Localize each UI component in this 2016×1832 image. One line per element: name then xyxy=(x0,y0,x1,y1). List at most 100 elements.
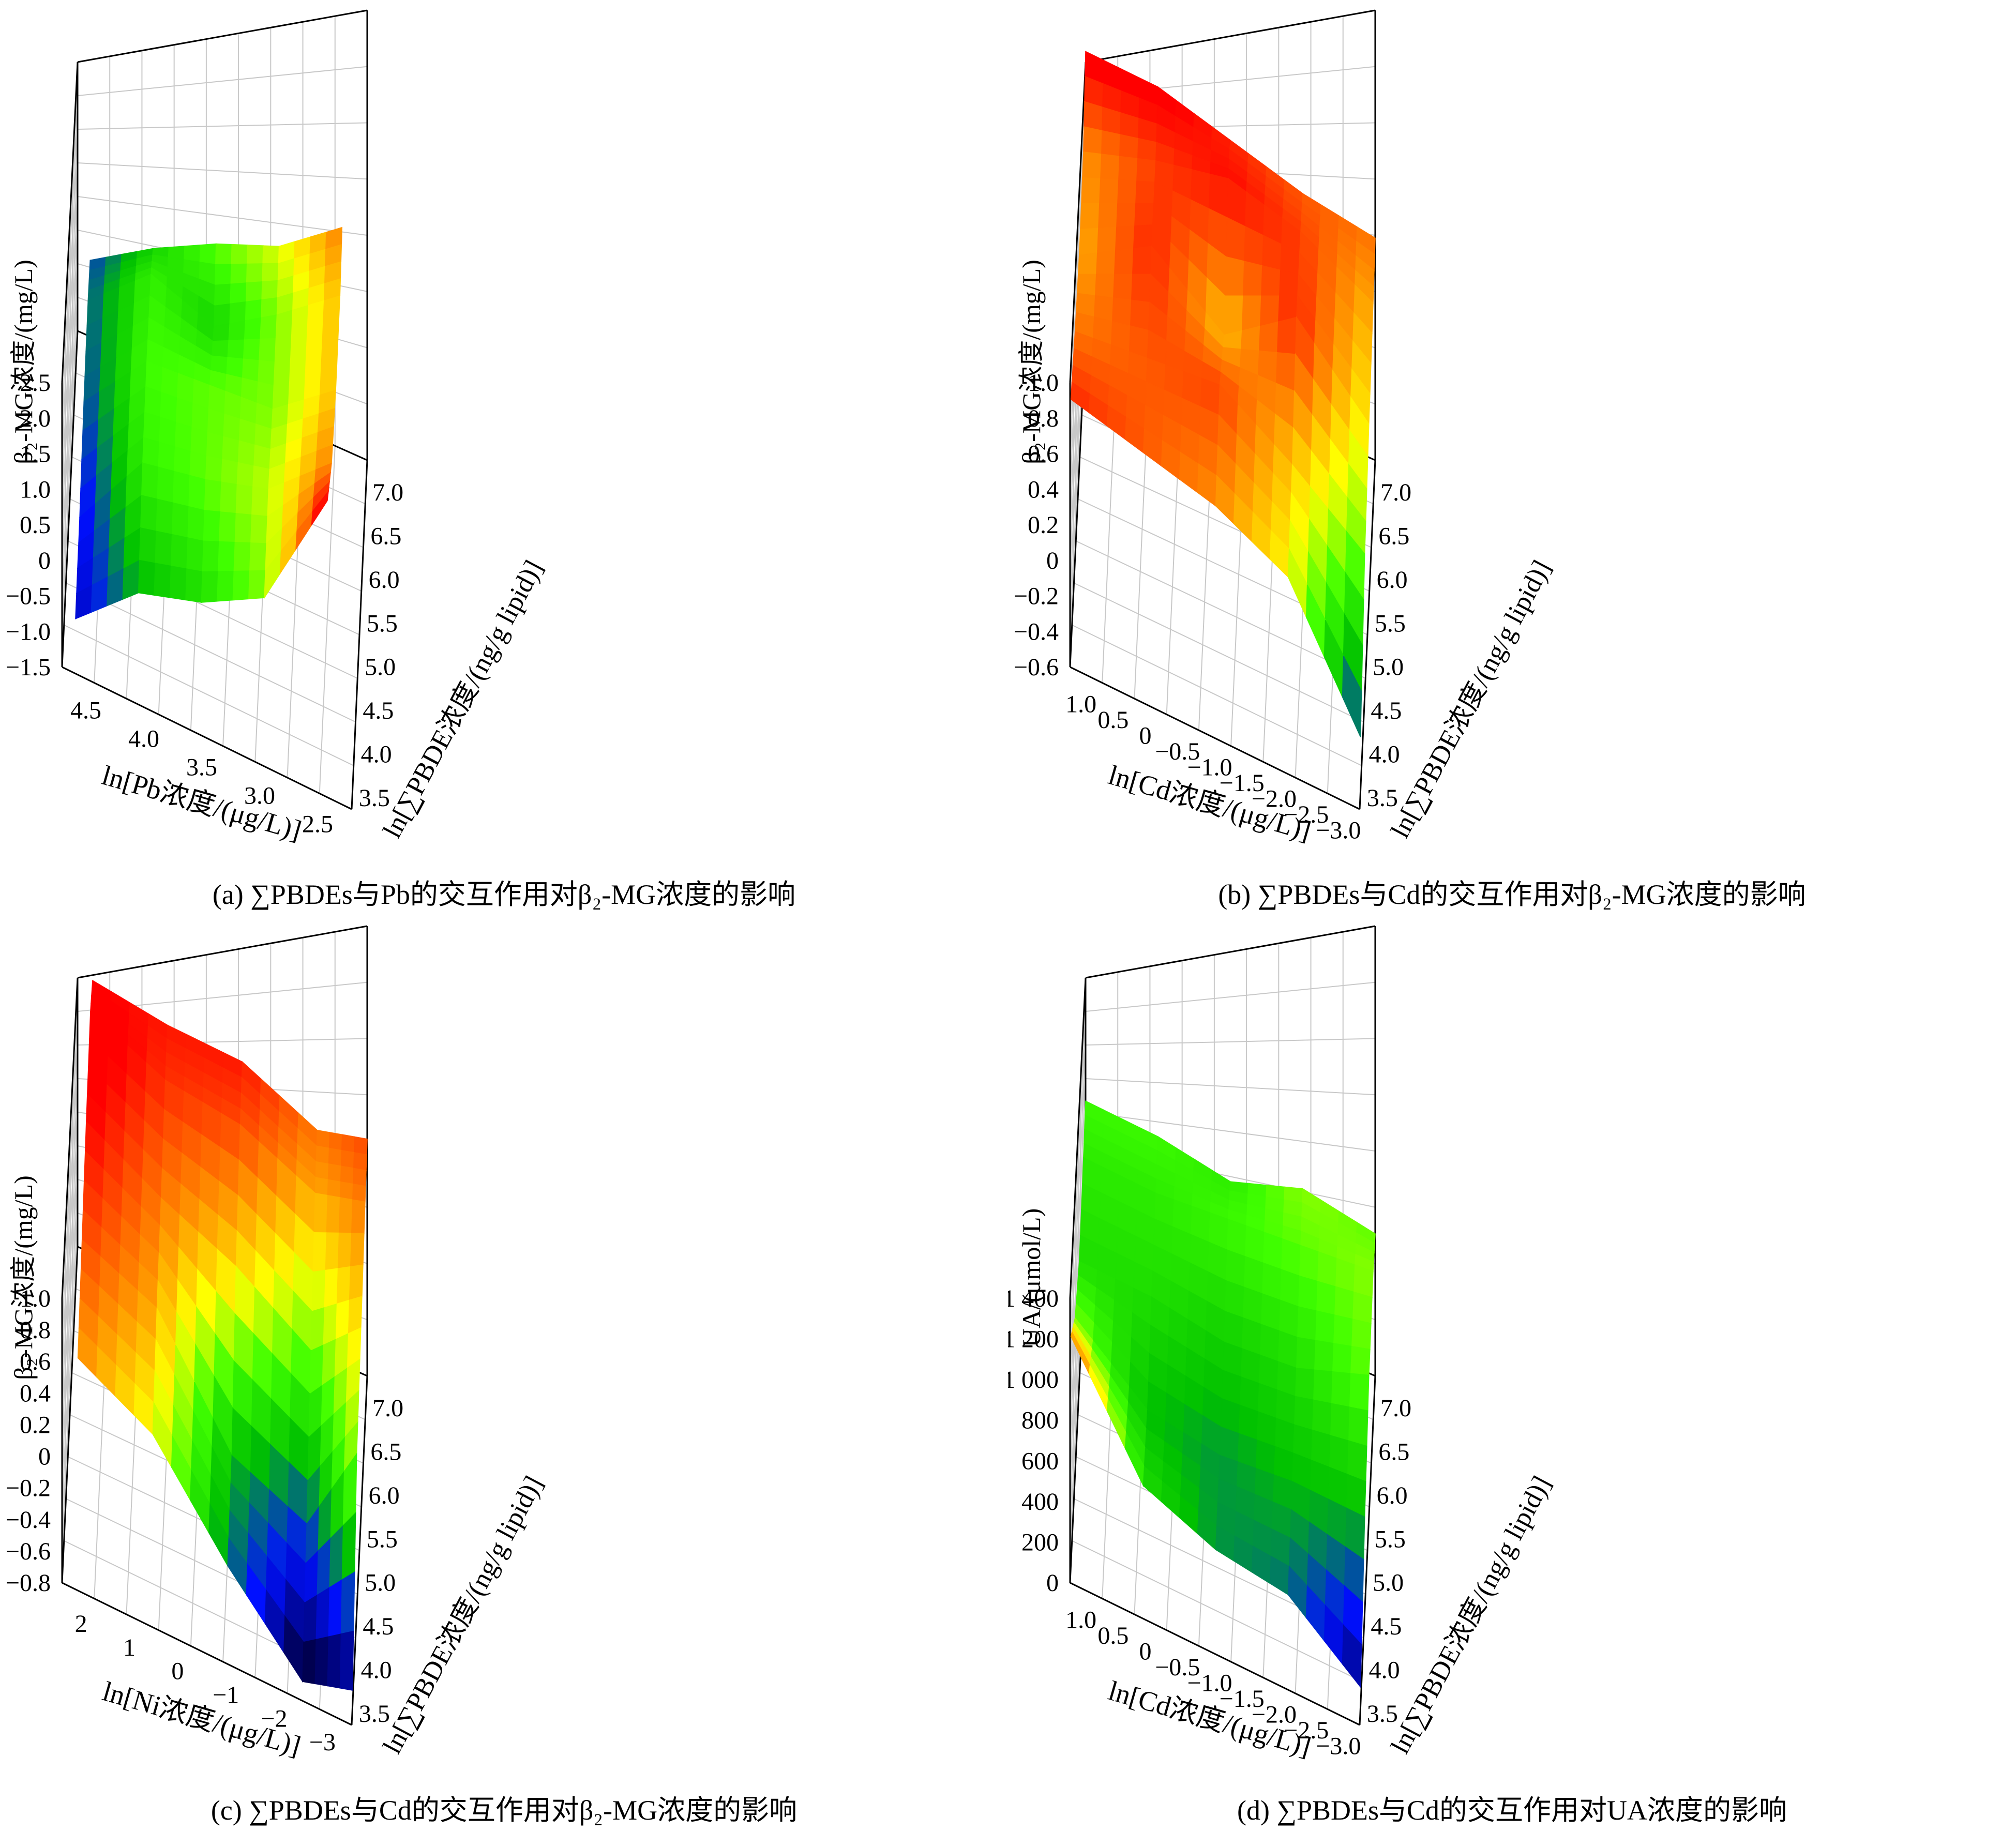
surface xyxy=(1070,51,1376,737)
surface-patch xyxy=(190,427,208,457)
surface-patch xyxy=(219,511,237,543)
surface-patch xyxy=(171,502,189,538)
surface-patch xyxy=(1351,1319,1372,1350)
y-tick-label: 7.0 xyxy=(1380,479,1411,506)
surface-patch xyxy=(1100,154,1120,180)
surface-patch xyxy=(335,1299,350,1340)
grid-line xyxy=(62,1213,78,1548)
surface-patch xyxy=(1314,1340,1334,1372)
surface-patch xyxy=(245,299,262,322)
box-edge xyxy=(61,62,79,383)
surface-patch xyxy=(261,297,278,319)
surface-patch xyxy=(248,570,266,600)
y-tick-label: 3.5 xyxy=(1367,1700,1398,1728)
box-edge xyxy=(77,925,368,979)
surface-patch xyxy=(1279,269,1299,297)
surface-patch xyxy=(351,1199,366,1234)
surface-patch xyxy=(202,540,220,572)
y-tick-label: 6.5 xyxy=(1378,1439,1409,1466)
surface-patch xyxy=(245,281,263,302)
surface-patch xyxy=(1101,130,1121,157)
surface-patch xyxy=(1117,179,1137,204)
x-tick-label: −1.5 xyxy=(1220,1685,1265,1713)
box-edge xyxy=(77,9,368,63)
grid-line xyxy=(77,196,368,236)
box-edge xyxy=(351,1375,368,1725)
z-axis-label: β₂-MG浓度/(mg/L) xyxy=(9,1175,38,1380)
z-axis-label: β₂-MG浓度/(mg/L) xyxy=(1017,260,1046,464)
surface-patch xyxy=(1342,655,1362,737)
surface-patch xyxy=(1294,1396,1314,1431)
grid-line xyxy=(62,1011,78,1334)
y-tick-label: 5.5 xyxy=(1375,610,1406,637)
surface-patch xyxy=(232,570,250,601)
grid-line xyxy=(62,162,78,490)
grid-line xyxy=(1074,582,1364,723)
surface-patch xyxy=(237,440,255,467)
x-tick-label: −3.0 xyxy=(1316,817,1361,844)
grid-line xyxy=(62,263,78,596)
z-tick-label: −0.2 xyxy=(1014,583,1059,610)
surface-patch xyxy=(339,1630,354,1691)
y-tick-label: 4.5 xyxy=(363,697,394,724)
surface-patch xyxy=(173,446,191,476)
surface-patch xyxy=(246,245,264,265)
surface-patch xyxy=(1334,1286,1355,1320)
grid-line xyxy=(1085,1078,1376,1096)
z-tick-label: 0.6 xyxy=(20,1348,51,1375)
surface-patch xyxy=(1259,321,1279,353)
surface-patch xyxy=(172,471,190,507)
surface-patch xyxy=(259,338,277,362)
surface-patch xyxy=(1297,1306,1317,1341)
surface-patch xyxy=(327,1633,342,1689)
surface-patch xyxy=(310,1307,325,1352)
caption-c: (c) ∑PBDEs与Cd的交互作用对β₂-MG浓度的影响 xyxy=(210,1795,798,1826)
y-tick-label: 6.5 xyxy=(370,523,401,550)
z-tick-label: 0.2 xyxy=(1028,511,1059,539)
surface-patch xyxy=(1099,178,1119,204)
z-axis-label: UA/(μmol/L) xyxy=(1017,1208,1046,1347)
x-tick-label: −0.5 xyxy=(1155,1654,1200,1681)
surface-patch xyxy=(230,282,247,305)
y-tick-label: 6.0 xyxy=(1377,1482,1408,1509)
surface-patch xyxy=(1131,274,1151,303)
x-tick-label: 2.5 xyxy=(302,811,333,838)
surface-patch xyxy=(236,462,254,488)
z-tick-label: 0.4 xyxy=(1028,476,1059,503)
surface-patch xyxy=(1313,1369,1333,1404)
x-tick-label: 2 xyxy=(75,1610,87,1638)
z-tick-label: 1 400 xyxy=(1008,1285,1059,1312)
z-tick-label: 1 200 xyxy=(1008,1326,1059,1353)
surface-patch xyxy=(215,243,233,265)
x-tick-label: 4.5 xyxy=(70,697,101,724)
surface-patch xyxy=(1315,1310,1335,1344)
surface-patch xyxy=(262,245,280,264)
surface-patch xyxy=(1224,295,1244,336)
y-axis-label: ln[∑PBDE浓度/(ng/g lipid)] xyxy=(1386,555,1557,843)
box-edge xyxy=(1070,666,1360,810)
z-tick-label: 0 xyxy=(38,547,51,574)
surface-patch xyxy=(262,263,279,282)
x-tick-label: 0 xyxy=(1139,722,1152,749)
z-tick-label: −0.4 xyxy=(6,1506,51,1534)
surface-patch xyxy=(1348,1406,1368,1447)
surface-patch xyxy=(230,263,248,285)
surface-patch xyxy=(206,432,224,460)
surface-patch xyxy=(215,264,232,286)
surface-patch xyxy=(253,444,272,470)
x-tick-label: −1 xyxy=(213,1681,239,1708)
grid-line xyxy=(1070,1044,1086,1370)
z-tick-label: −0.2 xyxy=(6,1475,51,1502)
y-tick-label: 7.0 xyxy=(1380,1395,1411,1422)
y-tick-label: 6.5 xyxy=(1378,523,1409,550)
panel-b: 1.0 0.8 0.6 0.4 0.2 0 −0.2 −0.4 −0.6 1.0 0.5 0 −0.5−… xyxy=(1008,0,2016,916)
surface-patch xyxy=(184,244,201,263)
surface-patch xyxy=(221,459,239,485)
y-tick-label: 5.0 xyxy=(365,1569,396,1597)
box-edge xyxy=(61,977,79,1299)
surface-patch xyxy=(1243,261,1263,297)
surface-patch xyxy=(1078,252,1098,275)
surface-patch xyxy=(154,563,172,598)
surface-patch xyxy=(1352,1291,1373,1324)
